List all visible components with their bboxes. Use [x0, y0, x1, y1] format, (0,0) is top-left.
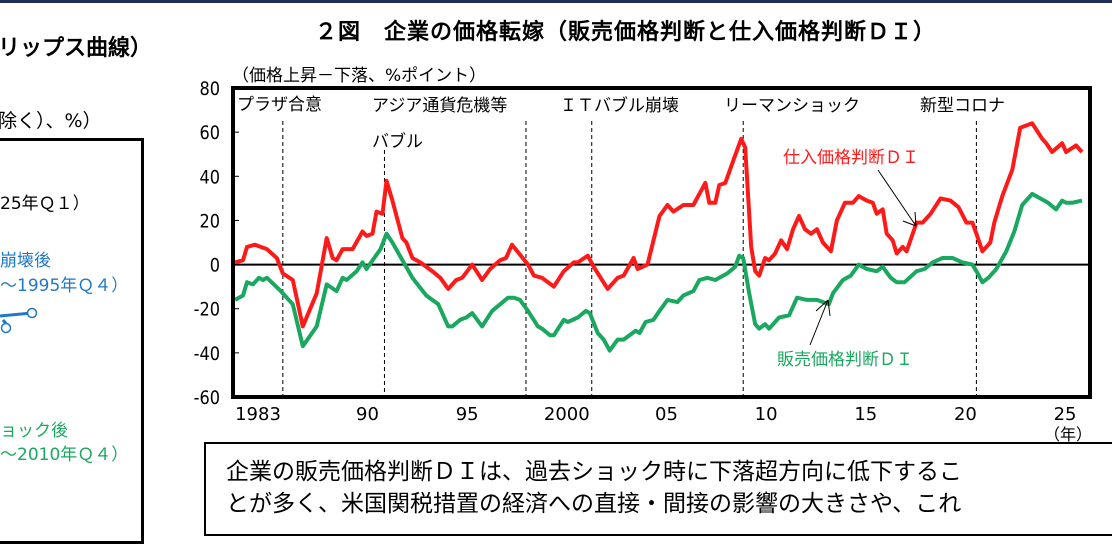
event-label: リーマンショック — [724, 96, 860, 116]
x-axis-label: （年） — [1044, 425, 1092, 444]
event-label: ＩＴバブル崩壊 — [560, 95, 679, 116]
x-tick-label: 15 — [854, 404, 877, 425]
y-tick-label: 20 — [199, 211, 220, 233]
left-panel-title: リップス曲線） — [0, 36, 153, 61]
note-line-2: とが多く、米国関税措置の経済への直接・間接の影響の大きさや、これ — [226, 491, 962, 517]
x-tick-label: 1983 — [235, 404, 281, 425]
y-tick-label: 60 — [199, 123, 220, 145]
event-label: プラザ合意 — [237, 95, 322, 115]
y-tick-label: 0 — [210, 255, 220, 277]
series-label-output-price-di: 販売価格判断ＤＩ — [777, 350, 913, 370]
note-line-1: 企業の販売価格判断ＤＩは、過去ショック時に下落超方向に低下するこ — [226, 459, 962, 485]
x-tick-label: 05 — [655, 404, 678, 425]
y-tick-label: -40 — [194, 344, 220, 366]
x-tick-label: 25 — [1054, 404, 1077, 425]
top-rule — [0, 0, 1112, 3]
left-green-label-1: ョック後 — [0, 421, 68, 441]
arrow-line — [809, 299, 829, 346]
left-green-label-2: ～2010年Ｑ４） — [0, 445, 129, 465]
x-tick-label: 20 — [954, 404, 977, 425]
x-tick-label: 90 — [356, 404, 379, 425]
series-line-purchase-price-di — [234, 121, 1084, 329]
y-axis-label: （価格上昇－下落、%ポイント） — [232, 66, 487, 86]
series-label-purchase-price-di: 仕入価格判断ＤＩ — [783, 148, 919, 168]
y-tick-label: 40 — [199, 167, 220, 189]
series-line-output-price-di — [234, 191, 1083, 353]
left-blue-marker — [0, 322, 12, 334]
y-tick-label: 80 — [199, 79, 220, 101]
plot-frame — [231, 86, 1092, 399]
note-box: 企業の販売価格判断ＤＩは、過去ショック時に下落超方向に低下するこ とが多く、米国… — [204, 442, 1112, 536]
event-label: バブル — [372, 131, 423, 152]
event-label: アジア通貨危機等 — [372, 96, 507, 116]
arrowhead-icon — [815, 299, 831, 317]
x-tick-label: 2000 — [544, 404, 590, 425]
left-blue-label-1: 崩壊後 — [0, 251, 51, 271]
y-tick-label: -60 — [194, 388, 220, 410]
arrow-line — [877, 169, 917, 227]
arrowhead-icon — [902, 211, 917, 227]
left-blue-label-2: ～1995年Ｑ４） — [0, 276, 129, 296]
x-tick-label: 10 — [755, 404, 778, 425]
line-chart: 80 60 40 20 0 -20 -40 -60 1983 90 95 2000 05 10 15 20 25… — [0, 79, 1092, 444]
x-tick-label: 95 — [456, 404, 479, 425]
left-blue-marker — [26, 307, 38, 319]
left-period-label: 25年Ｑ１） — [0, 194, 90, 214]
left-panel-unit: 除く）、%） — [0, 110, 102, 132]
y-tick-label: -20 — [194, 300, 220, 322]
event-label: 新型コロナ — [920, 96, 1005, 116]
chart-title: ２図 企業の価格転嫁（販売価格判断と仕入価格判断ＤＩ） — [315, 20, 937, 45]
